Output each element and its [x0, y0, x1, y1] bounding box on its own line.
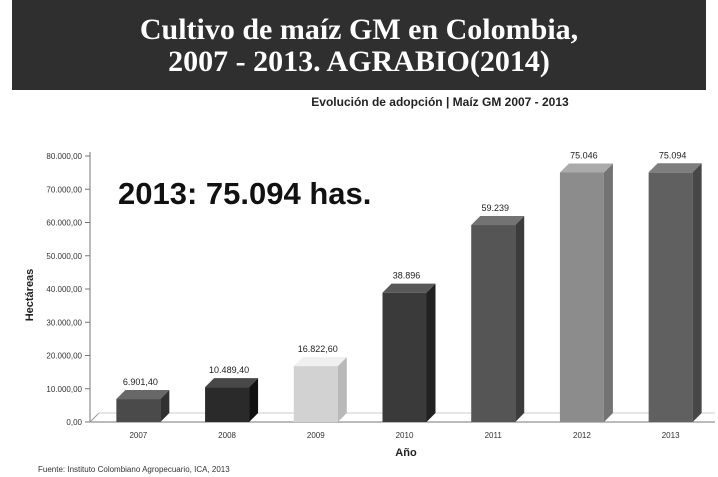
bar-2013 [648, 172, 693, 422]
y-axis-label: Hectáreas [24, 269, 36, 322]
y-tick-label: 0,00 [66, 418, 82, 427]
bar-2007 [116, 399, 161, 422]
title-banner: Cultivo de maíz GM en Colombia, 2007 - 2… [12, 0, 706, 90]
y-tick-label: 40.000,00 [46, 285, 82, 294]
chart-area: Evolución de adopción | Maíz GM 2007 - 2… [0, 90, 718, 477]
bar-side [426, 283, 436, 422]
y-tick-label: 80.000,00 [46, 152, 82, 161]
data-label: 38.896 [393, 271, 421, 281]
bar-side [692, 163, 702, 422]
floor-edge [89, 412, 100, 423]
bar-2009 [293, 366, 338, 422]
bar-top [559, 163, 613, 173]
x-tick-label: 2009 [307, 431, 325, 440]
source-note: Fuente: Instituto Colombiano Agropecuari… [38, 465, 230, 474]
y-tick-label: 20.000,00 [46, 352, 82, 361]
data-label: 16.822,60 [298, 344, 338, 354]
annotation-text: 2013: 75.094 has. [118, 176, 371, 211]
bar-2008 [205, 387, 250, 422]
bar-top [471, 216, 525, 226]
bar-side [603, 163, 613, 422]
data-label: 75.094 [659, 150, 687, 160]
bar-top [205, 378, 259, 388]
y-tick-label: 30.000,00 [46, 318, 82, 327]
bar-2010 [382, 292, 427, 422]
x-tick-label: 2013 [662, 431, 680, 440]
chart-title: Evolución de adopción | Maíz GM 2007 - 2… [311, 95, 569, 109]
bar-top [116, 390, 170, 400]
x-axis-label: Año [395, 447, 417, 459]
x-tick-label: 2011 [485, 431, 503, 440]
x-tick-label: 2008 [218, 431, 236, 440]
y-tick-label: 50.000,00 [46, 252, 82, 261]
bar-top [382, 283, 436, 293]
bar-top [648, 163, 702, 173]
x-tick-label: 2012 [573, 431, 591, 440]
data-label: 59.239 [481, 203, 509, 213]
y-tick-label: 60.000,00 [46, 219, 82, 228]
y-tick-label: 10.000,00 [46, 385, 82, 394]
bar-side [515, 216, 525, 422]
y-tick-label: 70.000,00 [46, 185, 82, 194]
bar-side [337, 357, 347, 422]
bar-chart: Evolución de adopción | Maíz GM 2007 - 2… [24, 95, 715, 459]
bar-side [249, 378, 259, 422]
x-tick-label: 2010 [396, 431, 414, 440]
banner-title-line-1: Cultivo de maíz GM en Colombia, [139, 13, 579, 46]
data-label: 10.489,40 [209, 365, 249, 375]
bar-2012 [559, 172, 604, 422]
bar-side [160, 390, 170, 422]
bar-top [293, 357, 347, 367]
data-label: 6.901,40 [123, 377, 158, 387]
bar-2011 [471, 225, 516, 422]
data-label: 75.046 [570, 150, 598, 160]
banner-title-line-2: 2007 - 2013. AGRABIO(2014) [168, 45, 550, 78]
x-tick-label: 2007 [129, 431, 147, 440]
